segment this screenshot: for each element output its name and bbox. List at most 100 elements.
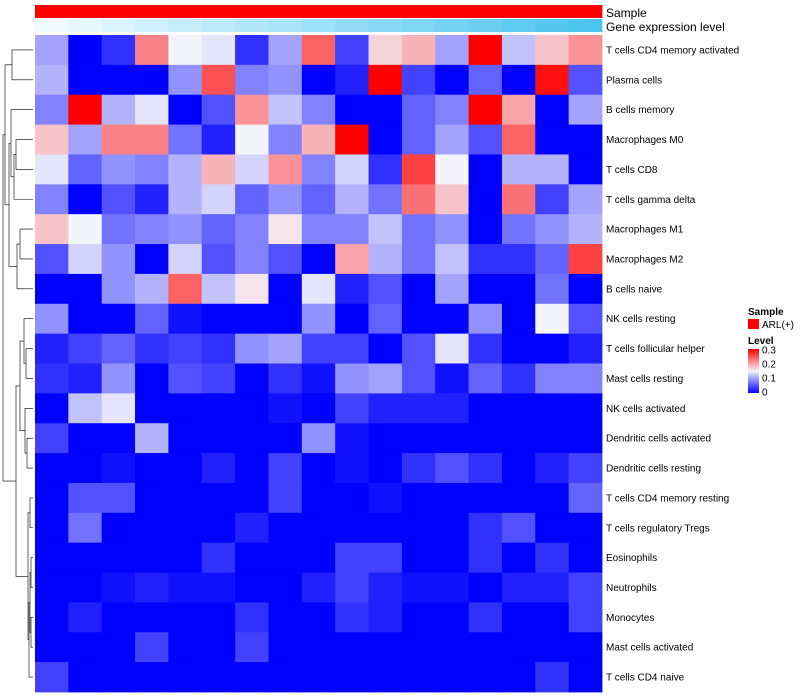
- legend-level-tick: 0.3: [762, 346, 776, 357]
- heatmap-cell: [68, 273, 103, 305]
- heatmap-cell: [535, 184, 570, 215]
- heatmap-cell: [301, 423, 336, 454]
- heatmap-cell: [168, 423, 203, 454]
- heatmap-cell: [235, 64, 269, 96]
- heatmap-cell: [135, 333, 169, 364]
- heatmap-cell: [201, 64, 236, 96]
- heatmap-cell: [68, 423, 103, 454]
- heatmap-cell: [435, 35, 469, 66]
- heatmap-cell: [68, 363, 103, 394]
- heatmap-cell: [435, 64, 469, 96]
- heatmap-cell: [535, 632, 570, 663]
- heatmap-cell: [68, 662, 103, 693]
- heatmap-cell: [201, 602, 236, 633]
- heatmap-cell: [268, 453, 303, 484]
- heatmap-cell: [501, 64, 536, 96]
- heatmap-cell: [435, 662, 469, 693]
- heatmap-cell: [101, 303, 136, 335]
- heatmap-cell: [101, 35, 136, 66]
- heatmap-cell: [535, 572, 570, 603]
- heatmap-cell: [135, 393, 169, 424]
- heatmap-cell: [368, 64, 403, 96]
- annotation-label-expression: Gene expression level: [606, 20, 725, 34]
- heatmap-cell: [301, 184, 336, 215]
- heatmap-cell: [101, 602, 136, 633]
- heatmap-cell: [535, 423, 570, 454]
- heatmap-cell: [501, 303, 536, 335]
- heatmap-cell: [35, 572, 69, 603]
- heatmap-cell: [568, 124, 603, 155]
- heatmap-cell: [201, 423, 236, 454]
- dendrogram-branch: [13, 154, 33, 200]
- legend-level-tick: 0: [762, 388, 768, 399]
- heatmap-cell: [401, 393, 436, 424]
- heatmap-cell: [468, 482, 503, 514]
- heatmap-cell: [201, 662, 236, 693]
- heatmap-cell: [568, 244, 603, 275]
- row-dendrogram: [2, 49, 33, 678]
- heatmap-cell: [435, 124, 469, 155]
- heatmap-cell: [68, 124, 103, 155]
- heatmap-cell: [135, 214, 169, 245]
- heatmap-cell: [501, 632, 536, 663]
- annotation-cell-sample: [168, 5, 203, 18]
- heatmap-cell: [35, 333, 69, 364]
- heatmap-cell: [501, 453, 536, 484]
- heatmap-cell: [268, 393, 303, 424]
- heatmap-cell: [368, 423, 403, 454]
- heatmap-cell: [135, 94, 169, 125]
- heatmap-cell: [368, 244, 403, 275]
- heatmap-cell: [235, 363, 269, 394]
- heatmap-cell: [435, 333, 469, 364]
- heatmap-cell: [501, 244, 536, 275]
- heatmap-cell: [268, 273, 303, 305]
- heatmap-cell: [68, 453, 103, 484]
- heatmap-cell: [501, 482, 536, 514]
- heatmap-cell: [235, 154, 269, 185]
- heatmap-cell: [35, 542, 69, 573]
- heatmap-cell: [468, 184, 503, 215]
- heatmap-cell: [468, 512, 503, 544]
- annotation-cell-sample: [35, 5, 69, 18]
- heatmap-cell: [35, 154, 69, 185]
- heatmap-cell: [501, 512, 536, 544]
- heatmap-cell: [501, 572, 536, 603]
- annotation-cell-sample: [335, 5, 369, 18]
- heatmap-cell: [335, 303, 369, 335]
- heatmap-cell: [35, 184, 69, 215]
- annotation-cell-sample: [535, 5, 570, 18]
- legend: Sample ARL(+) Level 0.3 0.2 0.1 0: [748, 307, 794, 399]
- heatmap-cell: [68, 572, 103, 603]
- heatmap-cell: [435, 154, 469, 185]
- heatmap-cell: [135, 363, 169, 394]
- heatmap-cell: [501, 363, 536, 394]
- heatmap-cell: [468, 64, 503, 96]
- heatmap-cell: [335, 393, 369, 424]
- heatmap-cell: [268, 572, 303, 603]
- annotation-cell-expression: [568, 19, 603, 32]
- row-label: Mast cells resting: [606, 374, 683, 385]
- heatmap-cell: [68, 482, 103, 514]
- heatmap-cell: [535, 333, 570, 364]
- heatmap-cell: [101, 393, 136, 424]
- heatmap-cell: [501, 94, 536, 125]
- heatmap-cell: [401, 363, 436, 394]
- heatmap-cell: [135, 303, 169, 335]
- heatmap-cell: [468, 363, 503, 394]
- annotation-cell-expression: [101, 19, 136, 32]
- heatmap-cell: [68, 333, 103, 364]
- heatmap-cell: [501, 662, 536, 693]
- annotation-cell-expression: [135, 19, 169, 32]
- heatmap-cell: [68, 602, 103, 633]
- heatmap-cell: [301, 35, 336, 66]
- dendrogram-branch: [26, 437, 33, 469]
- heatmap-cell: [35, 35, 69, 66]
- heatmap-cell: [535, 453, 570, 484]
- heatmap-cell: [235, 602, 269, 633]
- heatmap-cell: [401, 303, 436, 335]
- annotation-cell-expression: [201, 19, 236, 32]
- heatmap-cell: [201, 632, 236, 663]
- dendrogram-branch: [15, 385, 28, 577]
- heatmap-cell: [368, 94, 403, 125]
- heatmap-cell: [301, 64, 336, 96]
